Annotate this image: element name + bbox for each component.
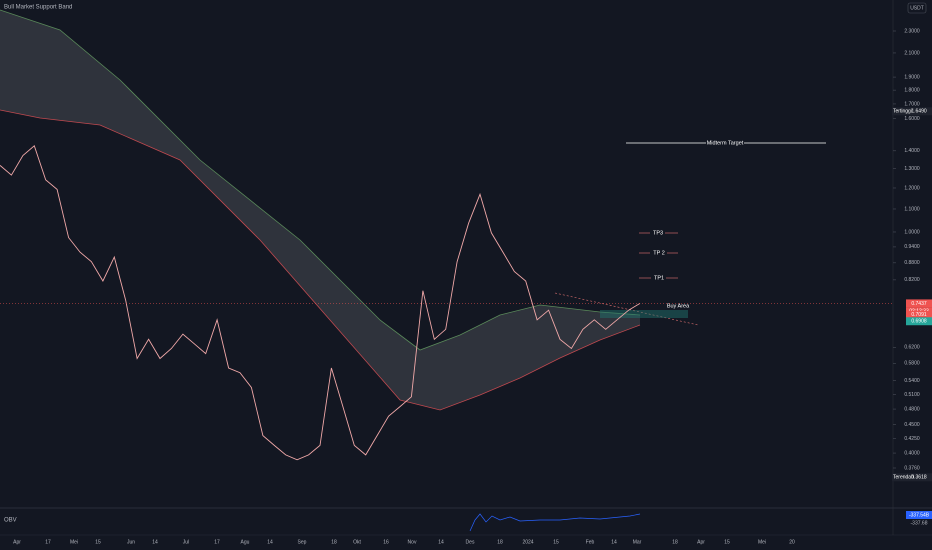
price-tick-label: 1.4000 bbox=[904, 148, 920, 154]
high-badge-name: Tertinggi bbox=[893, 109, 912, 115]
currency: USDT bbox=[910, 5, 924, 11]
currency-box bbox=[907, 2, 927, 14]
band_lower-badge bbox=[906, 317, 932, 326]
time-label: 14 bbox=[267, 539, 273, 545]
price-tick-label: 1.6000 bbox=[904, 116, 920, 122]
price-tick-label: 1.7000 bbox=[904, 101, 920, 107]
high-badge-value: 1.6490 bbox=[911, 109, 927, 115]
time-label: 16 bbox=[383, 539, 389, 545]
price-tick-label: 0.4500 bbox=[904, 422, 920, 428]
time-label: Nov bbox=[408, 539, 417, 545]
obv-badge bbox=[906, 511, 932, 519]
price-tick-label: 0.5800 bbox=[904, 361, 920, 367]
price-tick-label: 1.8000 bbox=[904, 87, 920, 93]
price-tick-label: 1.3000 bbox=[904, 166, 920, 172]
time-label: Sep bbox=[298, 539, 307, 545]
price-tick-label: 0.5100 bbox=[904, 392, 920, 398]
time-label: 20 bbox=[789, 539, 795, 545]
band_lower-badge-value: 0.6908 bbox=[911, 319, 927, 325]
price-tick-label: 0.9400 bbox=[904, 244, 920, 250]
time-label: 17 bbox=[45, 539, 51, 545]
time-label: Feb bbox=[586, 539, 595, 545]
time-label: 18 bbox=[331, 539, 337, 545]
time-label: 15 bbox=[724, 539, 730, 545]
time-label: 17 bbox=[214, 539, 220, 545]
low-badge bbox=[892, 473, 932, 482]
obv-secondary: -337.68 bbox=[911, 520, 928, 526]
midterm-label: Midterm Target bbox=[707, 140, 744, 146]
price-tick-label: 0.3760 bbox=[904, 465, 920, 471]
time-label: 18 bbox=[672, 539, 678, 545]
time-label: 15 bbox=[95, 539, 101, 545]
time-label: Des bbox=[466, 539, 475, 545]
tp1-label: TP1 bbox=[654, 275, 664, 281]
high-badge bbox=[892, 107, 932, 116]
band-lower-line bbox=[0, 109, 641, 411]
band_upper-badge-value: 0.7091 bbox=[911, 312, 927, 318]
price-tick-label: 0.4000 bbox=[904, 450, 920, 456]
obv-label: OBV bbox=[4, 518, 17, 524]
low-badge-name: Terendah bbox=[893, 475, 914, 481]
price-tick-label: 1.9000 bbox=[904, 74, 920, 80]
time-label: Mar bbox=[633, 539, 642, 545]
time-label: Apr bbox=[697, 539, 705, 545]
price-tick-label: 0.4250 bbox=[904, 436, 920, 442]
band-upper-line bbox=[0, 9, 641, 351]
time-label: Mei bbox=[70, 539, 78, 545]
support-band bbox=[0, 10, 640, 410]
price-tick-label: 0.4800 bbox=[904, 406, 920, 412]
price-tick-label: 1.2000 bbox=[904, 185, 920, 191]
price-tick-label: 2.1000 bbox=[904, 50, 920, 56]
band_upper-badge bbox=[906, 310, 932, 319]
time-label: Agu bbox=[241, 539, 250, 545]
time-label: 14 bbox=[438, 539, 444, 545]
price-tick-label: 1.1000 bbox=[904, 206, 920, 212]
obv-line bbox=[469, 513, 641, 532]
obv-value: -337.54B bbox=[909, 512, 930, 518]
price-tick-label: 0.6200 bbox=[904, 345, 920, 351]
time-label: Jun bbox=[127, 539, 135, 545]
indicator-title: Bull Market Support Band bbox=[4, 5, 72, 11]
time-label: Apr bbox=[13, 539, 21, 545]
time-label: 2024 bbox=[522, 539, 533, 545]
price-tick-label: 0.8800 bbox=[904, 260, 920, 266]
price-tick-label: 2.3000 bbox=[904, 28, 920, 34]
time-label: Okt bbox=[353, 539, 361, 545]
price-tick-label: 0.5400 bbox=[904, 378, 920, 384]
time-label: 14 bbox=[152, 539, 158, 545]
price-line bbox=[0, 145, 641, 461]
time-label: Jul bbox=[183, 539, 189, 545]
buy-area-zone bbox=[600, 310, 688, 318]
price-tick-label: 1.0000 bbox=[904, 229, 920, 235]
low-badge-value: 0.3618 bbox=[911, 475, 927, 481]
time-label: Mei bbox=[758, 539, 766, 545]
tp3-label: TP3 bbox=[653, 230, 663, 236]
dynamic-layer: 2.3000 2.1000 1.9000 1.8000 1.7000 1.6000 1.40… bbox=[0, 28, 932, 545]
time-label: 15 bbox=[553, 539, 559, 545]
price-tick-label: 0.8200 bbox=[904, 277, 920, 283]
trendline bbox=[554, 292, 699, 326]
current-badge-value: 0.7437 bbox=[911, 301, 927, 307]
tp2-label: TP 2 bbox=[653, 250, 665, 256]
current-badge bbox=[906, 299, 932, 308]
buy-area-label: Buy Area bbox=[667, 303, 690, 309]
time-label: 18 bbox=[497, 539, 503, 545]
time-label: 14 bbox=[611, 539, 617, 545]
